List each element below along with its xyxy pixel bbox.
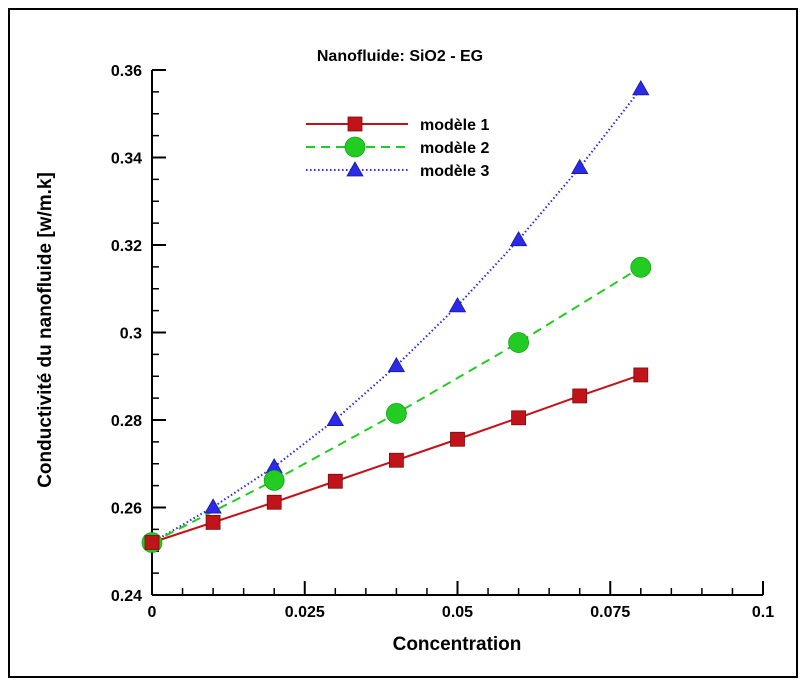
legend-marker-3 bbox=[346, 161, 364, 177]
chart-frame bbox=[8, 8, 798, 678]
legend-label-1: modèle 1 bbox=[420, 117, 489, 134]
y-tick-label: 0.28 bbox=[111, 413, 142, 430]
data-point-series-1 bbox=[327, 473, 343, 489]
legend-marker-1 bbox=[347, 116, 363, 132]
data-point-series-3 bbox=[509, 230, 528, 247]
x-tick-label: 0.075 bbox=[590, 604, 630, 621]
x-tick-label: 0 bbox=[148, 604, 157, 621]
y-tick-label: 0.36 bbox=[111, 63, 142, 80]
y-tick-label: 0.32 bbox=[111, 238, 142, 255]
data-point-series-2 bbox=[508, 332, 529, 353]
x-tick-label: 0.025 bbox=[285, 604, 325, 621]
data-point-series-2 bbox=[630, 256, 652, 278]
y-tick-label: 0.3 bbox=[120, 326, 142, 343]
y-tick-label: 0.24 bbox=[111, 588, 142, 605]
data-point-series-2 bbox=[385, 403, 407, 424]
data-point-series-2 bbox=[263, 469, 285, 491]
chart-title: Nanofluide: SiO2 - EG bbox=[317, 48, 483, 65]
y-axis-label: Conductivité du nanofluide [w/m.k] bbox=[35, 172, 56, 488]
x-axis-label: Concentration bbox=[393, 634, 522, 655]
data-point-series-1 bbox=[633, 367, 649, 383]
legend-label-3: modèle 3 bbox=[420, 163, 489, 180]
legend-label-2: modèle 2 bbox=[420, 140, 489, 157]
data-point-series-3 bbox=[571, 158, 589, 174]
data-point-series-3 bbox=[632, 80, 650, 96]
y-tick-label: 0.26 bbox=[111, 501, 142, 518]
data-point-series-1 bbox=[450, 431, 465, 447]
x-tick-label: 0.05 bbox=[442, 604, 473, 621]
data-point-series-3 bbox=[448, 297, 467, 313]
legend: modèle 1 modèle 2 modèle 3 bbox=[306, 116, 489, 180]
legend-marker-2 bbox=[344, 136, 366, 158]
data-point-series-1 bbox=[511, 410, 527, 426]
data-point-series-3 bbox=[387, 356, 406, 373]
data-point-series-1 bbox=[205, 514, 221, 530]
data-point-series-3 bbox=[326, 410, 344, 426]
axes: 0 0.025 0.05 0.075 0.1 0.24 0.26 0.28 0.3 0.32 0.3… bbox=[111, 63, 774, 621]
data-point-series-3 bbox=[204, 498, 222, 514]
plot-series bbox=[141, 80, 652, 553]
y-tick-label: 0.34 bbox=[111, 151, 142, 168]
data-point-series-1 bbox=[144, 535, 160, 550]
x-tick-label: 0.1 bbox=[752, 604, 774, 621]
data-point-series-1 bbox=[266, 494, 282, 510]
data-point-series-1 bbox=[572, 388, 588, 404]
data-point-series-1 bbox=[388, 452, 404, 468]
series-line-3 bbox=[151, 88, 642, 544]
